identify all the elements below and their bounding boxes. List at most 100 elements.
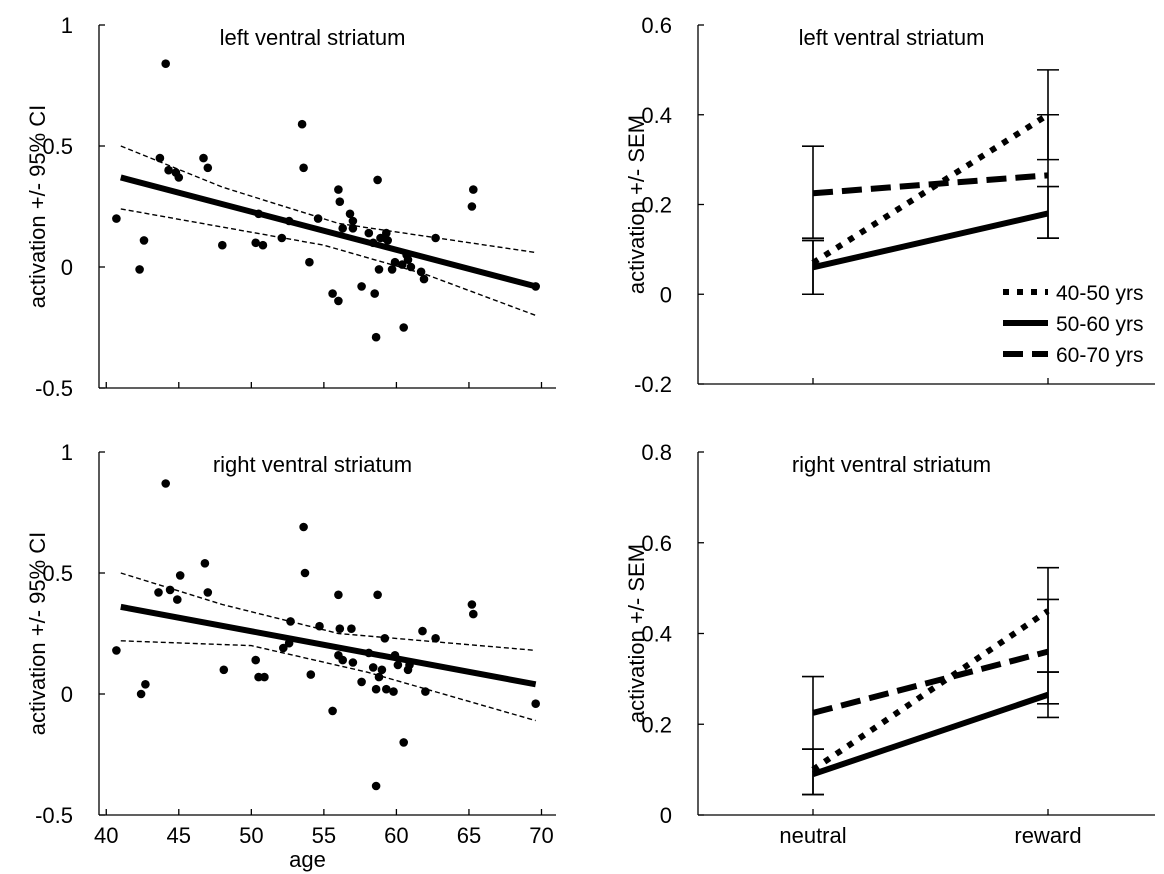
data-point (406, 262, 416, 272)
data-point (382, 684, 391, 694)
data-point (334, 185, 343, 194)
data-point (155, 153, 165, 163)
y-axis-label: activation +/- SEM (624, 115, 649, 294)
data-point (251, 238, 260, 248)
data-point (531, 699, 540, 708)
data-point (141, 680, 150, 689)
x-axis-label: age (289, 847, 326, 872)
data-point (136, 689, 146, 699)
data-point (357, 282, 366, 291)
data-point (173, 595, 182, 604)
data-point (364, 228, 374, 238)
data-point (219, 665, 229, 675)
panel-title: right ventral striatum (213, 452, 412, 477)
y-tick-label: 0 (61, 255, 73, 280)
series-line-dotted (811, 112, 1050, 266)
data-point (357, 677, 366, 687)
data-point (203, 588, 213, 597)
data-point (218, 240, 227, 250)
x-tick-label: 70 (529, 823, 553, 848)
data-point (258, 240, 268, 250)
data-point (338, 655, 348, 665)
data-point (418, 626, 427, 636)
series-line-dashed (812, 172, 1049, 197)
x-tick-label: 40 (94, 823, 118, 848)
data-point (399, 738, 409, 747)
regression-line (120, 603, 537, 688)
data-point (397, 260, 407, 269)
data-point (467, 202, 477, 211)
data-point (531, 282, 540, 291)
data-point (299, 163, 308, 173)
data-point (373, 175, 382, 185)
data-point (279, 643, 288, 653)
y-tick-label: 0.4 (641, 103, 672, 128)
data-point (161, 479, 170, 488)
data-point (164, 165, 173, 175)
regression-line (120, 174, 537, 290)
y-tick-label: 0.6 (641, 13, 672, 38)
data-point (161, 59, 170, 68)
data-point (277, 233, 287, 243)
y-tick-label: 0 (660, 282, 672, 307)
y-axis-label: activation +/- 95% CI (25, 532, 50, 736)
data-point (419, 274, 429, 284)
data-point (368, 663, 378, 672)
data-point (467, 600, 477, 609)
data-point (335, 624, 345, 633)
data-point (334, 590, 343, 600)
data-point (368, 238, 378, 248)
data-point (383, 236, 393, 245)
data-point (348, 658, 358, 667)
x-category-label: reward (1014, 823, 1081, 848)
data-point (112, 214, 121, 223)
panel-4: 0 0.2 0.4 0.6 0.8 neutral reward right ventral … (624, 440, 1155, 848)
y-tick-label: 0.6 (641, 531, 672, 556)
data-point (431, 233, 440, 243)
panel-2: -0.2 0 0.2 0.4 0.6 left ventral striatum activ… (624, 13, 1155, 397)
data-point (112, 646, 121, 655)
data-point (260, 672, 269, 682)
data-point (299, 522, 308, 532)
legend-label: 60-70 yrs (1056, 344, 1144, 367)
data-point (377, 665, 387, 675)
data-point (254, 209, 263, 219)
data-point (405, 660, 414, 670)
data-point (174, 173, 184, 182)
y-tick-label: 1 (61, 440, 73, 465)
series-line-solid (812, 210, 1049, 271)
data-point (347, 624, 356, 633)
data-point (305, 257, 314, 267)
y-tick-label: -0.5 (35, 376, 73, 401)
y-tick-label: 0.2 (641, 193, 672, 218)
y-tick-label: 1 (61, 13, 73, 38)
data-point (297, 119, 307, 129)
data-point (306, 670, 316, 679)
series-line-solid (812, 691, 1049, 778)
data-point (387, 265, 397, 274)
data-point (348, 224, 358, 233)
data-point (371, 332, 381, 342)
x-category-label: neutral (779, 823, 846, 848)
data-point (393, 660, 403, 670)
data-point (399, 323, 409, 332)
data-point (199, 153, 208, 163)
x-tick-label: 60 (384, 823, 408, 848)
ci-upper-line (120, 145, 536, 254)
y-tick-label: 0.2 (641, 712, 672, 737)
data-point (371, 684, 381, 694)
legend: 40-50 yrs 50-60 yrs 60-70 yrs (1003, 282, 1144, 367)
data-point (284, 638, 294, 648)
y-tick-label: -0.5 (35, 803, 73, 828)
series-line-dashed (812, 648, 1049, 716)
data-point (416, 267, 426, 277)
data-point (389, 687, 398, 696)
y-tick-label: 0.5 (42, 134, 73, 159)
data-point (373, 590, 382, 600)
series-line-dotted (811, 608, 1050, 773)
x-tick-label: 50 (239, 823, 263, 848)
panel-title: right ventral striatum (792, 452, 991, 477)
data-point (284, 216, 294, 226)
data-point (328, 706, 337, 716)
